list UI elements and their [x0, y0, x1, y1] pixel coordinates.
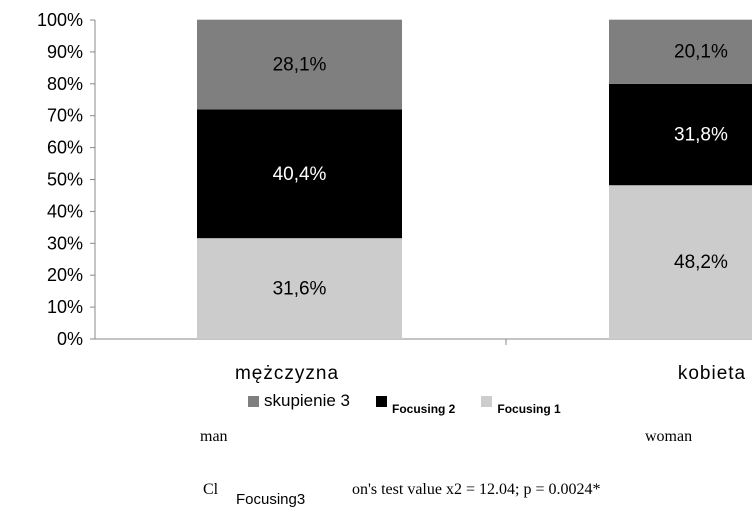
legend-swatch-focusing-1: [481, 396, 493, 407]
data-labels: 31,6% 40,4% 28,1% 48,2% 31,8% 20,1%: [273, 42, 728, 300]
annotation-prefix: Cl: [203, 481, 219, 498]
bar-segment: [609, 19, 752, 84]
legend-swatch-focusing-2: [376, 396, 388, 407]
y-tick-label: 20%: [47, 265, 83, 285]
data-label: 40,4%: [273, 164, 327, 185]
legend-label-skupienie-3: skupienie 3: [264, 391, 351, 410]
y-tick-label: 90%: [47, 42, 83, 62]
data-label: 31,8%: [674, 125, 728, 146]
data-label: 31,6%: [273, 279, 327, 300]
y-tick-label: 100%: [37, 10, 83, 30]
data-label: 28,1%: [273, 55, 327, 76]
y-tick-label: 40%: [47, 201, 83, 221]
category-label: mężczyzna: [235, 363, 339, 384]
annotation-focusing3: Focusing3: [236, 491, 306, 508]
annotation-test-value: on's test value x2 = 12.04; p = 0.0024*: [352, 481, 601, 498]
annotation-woman: woman: [645, 428, 693, 445]
bar-segment: [609, 83, 752, 186]
data-label: 20,1%: [674, 42, 728, 63]
y-tick-label: 50%: [47, 170, 83, 190]
y-tick-label: 80%: [47, 74, 83, 94]
y-tick-label: 0%: [57, 329, 83, 349]
bars: [197, 19, 752, 339]
category-label: kobieta: [678, 363, 746, 384]
y-axis: 0% 10% 20% 30% 40% 50% 60% 70% 80% 90% 100%: [37, 10, 752, 349]
legend-item-focusing-1: Focusing 1: [481, 391, 561, 416]
y-tick-label: 30%: [47, 233, 83, 253]
legend-label-focusing-1: Focusing 1: [497, 402, 561, 416]
y-tick-label: 10%: [47, 297, 83, 317]
legend-item-focusing-2: Focusing 2: [376, 391, 455, 416]
bar-segment: [197, 238, 402, 339]
annotation-man: man: [200, 428, 228, 445]
legend-swatch-skupienie-3: [248, 396, 259, 407]
y-tick-label: 70%: [47, 106, 83, 126]
bar-segment: [197, 19, 402, 110]
category-labels: mężczyzna kobieta: [235, 363, 746, 384]
data-label: 48,2%: [674, 252, 728, 273]
y-tick-label: 60%: [47, 138, 83, 158]
legend-item-skupienie-3: skupienie 3: [248, 391, 350, 411]
bar-segment: [197, 109, 402, 239]
legend: skupienie 3 Focusing 2 Focusing 1: [248, 391, 587, 416]
stacked-bar-chart: 0% 10% 20% 30% 40% 50% 60% 70% 80% 90% 100% 31,6% 4…: [37, 10, 752, 384]
legend-label-focusing-2: Focusing 2: [392, 402, 456, 416]
bar-segment: [609, 185, 752, 339]
